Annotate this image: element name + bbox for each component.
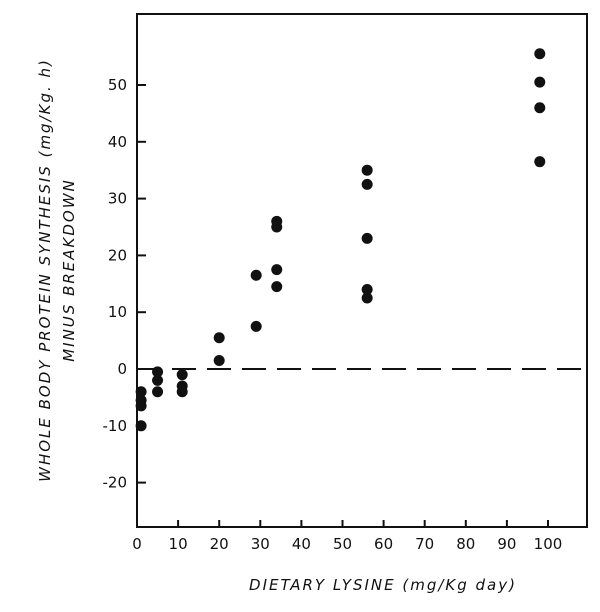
data-point <box>213 332 225 344</box>
data-point <box>361 164 373 176</box>
data-point <box>152 386 164 398</box>
x-axis-label: DIETARY LYSINE (mg/Kg day) <box>249 576 517 594</box>
data-point <box>534 102 546 114</box>
y-tick-label: 40 <box>108 133 127 151</box>
plot-frame <box>136 13 588 528</box>
data-point <box>361 283 373 295</box>
data-point <box>176 386 188 398</box>
y-axis-label-line-2: MINUS BREAKDOWN <box>60 178 78 362</box>
data-point <box>534 76 546 88</box>
y-tick-label: 0 <box>117 360 127 378</box>
x-tick-label: 30 <box>251 535 270 553</box>
data-point <box>176 369 188 381</box>
x-tick-label: 20 <box>210 535 229 553</box>
data-point <box>250 320 262 332</box>
data-point <box>271 281 283 293</box>
y-tick-label: 50 <box>108 76 127 94</box>
x-tick-label: 80 <box>456 535 475 553</box>
data-points <box>135 48 546 432</box>
data-point <box>361 232 373 244</box>
y-axis-label-line-1: WHOLE BODY PROTEIN SYNTHESIS (mg/Kg. h) <box>36 58 54 482</box>
data-point <box>361 178 373 190</box>
data-point <box>213 354 225 366</box>
data-point <box>250 269 262 281</box>
x-tick-label: 10 <box>169 535 188 553</box>
x-tick-label: 60 <box>374 535 393 553</box>
y-axis-ticks: -20 -10 0 10 20 30 40 50 <box>103 76 146 492</box>
data-point <box>135 420 147 432</box>
data-point <box>534 156 546 168</box>
y-tick-label: 10 <box>108 303 127 321</box>
data-point <box>135 400 147 412</box>
x-tick-label: 40 <box>292 535 311 553</box>
x-tick-label: 50 <box>333 535 352 553</box>
x-axis-ticks: 0 10 20 30 40 50 60 70 80 90 100 <box>132 520 562 553</box>
data-point <box>271 221 283 233</box>
data-point <box>152 366 164 378</box>
data-point <box>361 292 373 304</box>
plot-border <box>136 13 588 528</box>
x-tick-label: 0 <box>132 535 142 553</box>
y-tick-label: 30 <box>108 190 127 208</box>
x-tick-label: 100 <box>534 535 563 553</box>
data-point <box>135 386 147 398</box>
y-tick-label: -20 <box>103 474 128 492</box>
y-tick-label: -10 <box>103 417 128 435</box>
data-point <box>152 374 164 386</box>
y-tick-label: 20 <box>108 246 127 264</box>
x-tick-label: 70 <box>415 535 434 553</box>
data-point <box>271 264 283 276</box>
data-point <box>534 48 546 60</box>
x-tick-label: 90 <box>497 535 516 553</box>
